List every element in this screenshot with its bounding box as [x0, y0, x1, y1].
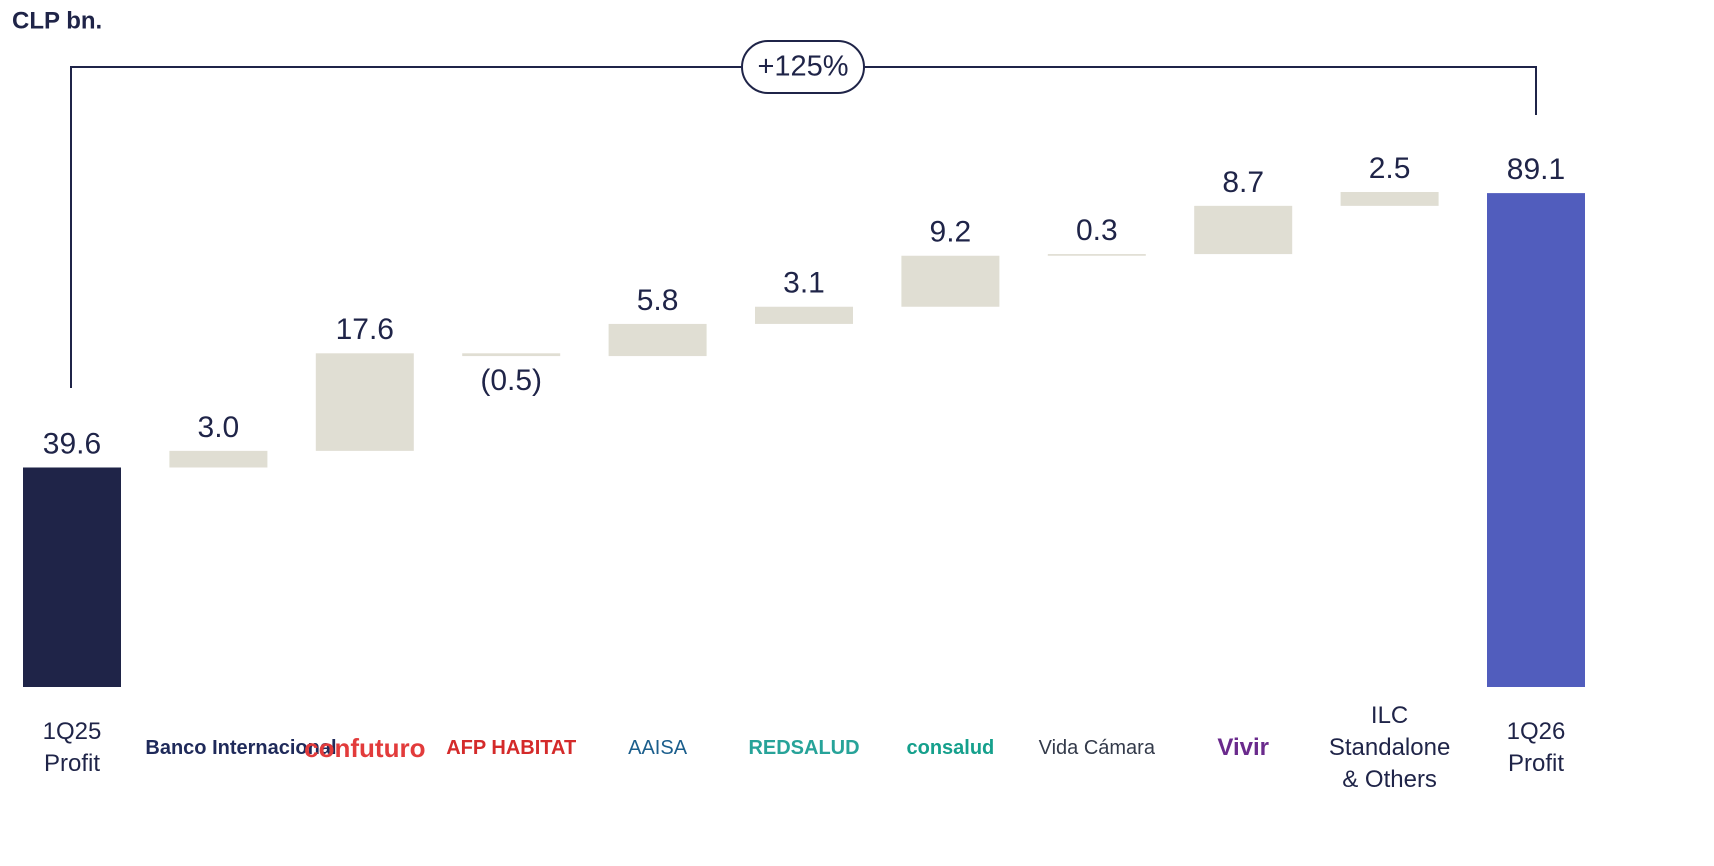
category-line: AFP HABITAT [446, 737, 577, 759]
category-line: 1Q25 [42, 718, 102, 745]
bar [315, 353, 414, 451]
x-tick-label: confuturo [292, 732, 438, 764]
category-line: Vivir [1217, 734, 1269, 761]
category-line: confuturo [304, 733, 426, 763]
bracket [864, 66, 1537, 115]
bar [1047, 254, 1146, 256]
category-line: consalud [906, 737, 995, 759]
x-tick-label: AFP HABITAT [438, 732, 584, 764]
bar [23, 467, 121, 687]
x-tick-label: REDSALUD [731, 732, 877, 764]
annotation-pill [741, 40, 865, 94]
value-label: 17.6 [336, 313, 394, 346]
bar [1487, 193, 1585, 687]
value-label: 2.5 [1369, 152, 1411, 185]
category-line: Profit [1507, 750, 1564, 777]
bar [169, 450, 268, 468]
category-line: Banco Internacional [145, 737, 337, 759]
unit-label: CLP bn. [12, 7, 102, 34]
x-tick-label: Vida Cámara [1024, 732, 1170, 764]
category-line: Profit [43, 750, 100, 777]
value-label: 8.7 [1222, 166, 1264, 199]
category-line: ILC [1370, 702, 1409, 729]
value-label: 9.2 [930, 216, 972, 249]
category-line: REDSALUD [748, 737, 860, 759]
bar [608, 323, 707, 357]
category-line: Standalone [1328, 734, 1451, 761]
category-line: AAISA [628, 737, 688, 759]
bar [1194, 205, 1293, 255]
x-tick-label: AAISA [585, 732, 731, 764]
value-label: 3.1 [783, 267, 825, 300]
value-label: (0.5) [480, 364, 542, 397]
category-line: & Others [1342, 766, 1437, 793]
value-label: 39.6 [43, 427, 101, 460]
value-label: 5.8 [637, 284, 679, 317]
value-label: 0.3 [1076, 214, 1118, 247]
x-tick-label: Vivir [1170, 732, 1316, 764]
value-label: 3.0 [198, 411, 240, 444]
x-tick-label: 1Q26 Profit [1463, 716, 1609, 780]
x-tick-label: ILC Standalone & Others [1317, 700, 1463, 796]
x-tick-label: consalud [877, 732, 1023, 764]
bar [462, 353, 561, 357]
value-label: 89.1 [1507, 153, 1565, 186]
x-tick-label: 1Q25 Profit [0, 716, 145, 780]
bar [1340, 192, 1439, 206]
category-line: 1Q26 [1506, 718, 1566, 745]
x-tick-label: Banco Internacional [145, 732, 337, 764]
annotation: +125% [757, 51, 848, 83]
category-line: Vida Cámara [1038, 737, 1155, 759]
bar [755, 306, 853, 324]
bracket [70, 66, 741, 388]
bar [901, 255, 1000, 307]
